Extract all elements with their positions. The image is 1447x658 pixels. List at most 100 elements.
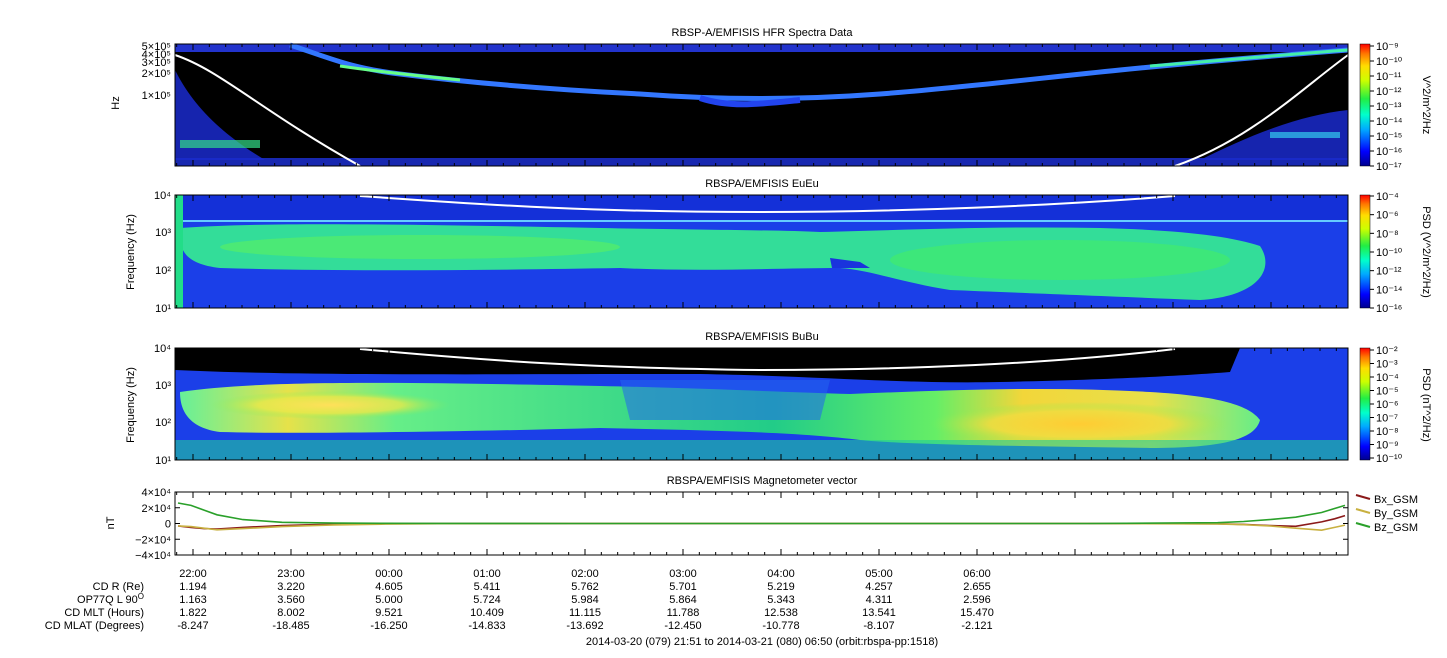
ephemeris-row-label: CD MLT (Hours) bbox=[64, 607, 144, 619]
legend-label: Bx_GSM bbox=[1374, 494, 1418, 506]
hfr-title: RBSP-A/EMFISIS HFR Spectra Data bbox=[672, 27, 854, 39]
eueu-y-tick-label: 10² bbox=[155, 265, 171, 277]
hfr-y-tick-label: 1×10⁵ bbox=[142, 90, 171, 102]
ephemeris-row-label: OP77Q L 90O bbox=[77, 592, 144, 606]
legend-swatch bbox=[1355, 508, 1371, 514]
hfr-plasma-line-left bbox=[174, 54, 361, 167]
x-tick-label: 06:00 bbox=[963, 568, 991, 580]
bubu-x-ticks bbox=[176, 348, 1337, 460]
colorbar-tick-label: 10⁻⁶ bbox=[1376, 399, 1399, 411]
colorbar-tick-label: 10⁻¹¹ bbox=[1376, 71, 1402, 83]
mag-y-tick-label: 0 bbox=[165, 519, 171, 531]
ephemeris-value: -13.692 bbox=[566, 620, 603, 632]
ephemeris-value: 10.409 bbox=[470, 607, 504, 619]
eueu-y-tick-label: 10⁴ bbox=[154, 190, 171, 202]
bubu-title: RBSPA/EMFISIS BuBu bbox=[705, 331, 819, 343]
hfr-emission-dip bbox=[699, 95, 801, 108]
x-tick-label: 03:00 bbox=[669, 568, 697, 580]
hfr-colorbar bbox=[1359, 43, 1371, 167]
ephemeris-value: 2.596 bbox=[963, 594, 991, 606]
mag-y-label: nT bbox=[105, 516, 117, 529]
bubu-colorbar-ticks: 10⁻² 10⁻³10⁻⁴ 10⁻⁵10⁻⁶ 10⁻⁷10⁻⁸ 10⁻⁹10⁻¹⁰ bbox=[1370, 345, 1403, 465]
ephemeris-value: 12.538 bbox=[764, 607, 798, 619]
ephemeris-value: 5.864 bbox=[669, 594, 697, 606]
hfr-y-tick-label: 4×10⁵ bbox=[142, 49, 171, 61]
bubu-plasma-line bbox=[359, 348, 1176, 372]
legend-label: By_GSM bbox=[1374, 508, 1418, 520]
mag-panel: RBSPA/EMFISIS Magnetometer vector 4×10⁴ 2… bbox=[105, 475, 1418, 562]
ephemeris-value: 5.724 bbox=[473, 594, 501, 606]
ephemeris-value: -10.778 bbox=[762, 620, 799, 632]
ephemeris-value: 1.194 bbox=[179, 581, 207, 593]
ephemeris-value: 3.220 bbox=[277, 581, 305, 593]
x-tick-label: 23:00 bbox=[277, 568, 305, 580]
ephemeris-value: -8.247 bbox=[177, 620, 208, 632]
colorbar-tick-label: 10⁻⁶ bbox=[1376, 210, 1399, 222]
colorbar-tick-label: 10⁻⁸ bbox=[1376, 426, 1399, 438]
ephemeris-table: CD R (Re) 1.194 3.220 4.605 5.411 5.762 5.701 5… bbox=[45, 581, 994, 632]
eueu-dip bbox=[830, 258, 870, 268]
ephemeris-row-label: CD MLAT (Degrees) bbox=[45, 620, 144, 632]
x-tick-label: 00:00 bbox=[375, 568, 403, 580]
ephemeris-value: 15.470 bbox=[960, 607, 994, 619]
colorbar-tick-label: 10⁻¹⁵ bbox=[1376, 131, 1402, 143]
eueu-plasma-line bbox=[359, 195, 1176, 214]
hfr-emission-bright-1 bbox=[339, 64, 461, 82]
ephemeris-value: 4.311 bbox=[866, 594, 893, 606]
x-tick-label: 02:00 bbox=[571, 568, 599, 580]
eueu-wave-core-1 bbox=[220, 235, 620, 259]
colorbar-tick-label: 10⁻¹⁷ bbox=[1376, 161, 1402, 173]
colorbar-tick-label: 10⁻¹⁴ bbox=[1376, 116, 1403, 128]
hfr-emission-bright-2 bbox=[1149, 48, 1349, 68]
colorbar-tick-label: 10⁻¹⁰ bbox=[1376, 247, 1403, 259]
mag-y-tick-label: 2×10⁴ bbox=[141, 503, 171, 515]
hfr-bottom-band bbox=[175, 158, 1348, 166]
colorbar-tick-label: 10⁻¹⁰ bbox=[1376, 56, 1403, 68]
ephemeris-value: -16.250 bbox=[370, 620, 407, 632]
x-tick-label: 01:00 bbox=[473, 568, 501, 580]
x-tick-label: 04:00 bbox=[767, 568, 795, 580]
bubu-hot-spot-2 bbox=[930, 402, 1230, 446]
ephemeris-value: 5.000 bbox=[375, 594, 403, 606]
ephemeris-value: 11.788 bbox=[667, 607, 700, 619]
ephemeris-value: 8.002 bbox=[277, 607, 305, 619]
mag-y-tick-label: −2×10⁴ bbox=[135, 534, 171, 546]
eueu-colorbar-ticks: 10⁻⁴ 10⁻⁶ 10⁻⁸ 10⁻¹⁰ 10⁻¹² 10⁻¹⁴ 10⁻¹⁶ bbox=[1370, 191, 1403, 315]
x-tick-label: 22:00 bbox=[179, 568, 207, 580]
hfr-y-tick-label: 2×10⁵ bbox=[142, 68, 171, 80]
legend-swatch bbox=[1355, 494, 1371, 500]
legend-swatch bbox=[1355, 522, 1371, 528]
bubu-colorbar bbox=[1359, 347, 1371, 461]
mag-legend: Bx_GSM By_GSM Bz_GSM bbox=[1355, 494, 1418, 534]
colorbar-tick-label: 10⁻⁴ bbox=[1376, 372, 1399, 384]
ephemeris-value: 5.984 bbox=[571, 594, 599, 606]
ephemeris-value: 5.762 bbox=[571, 581, 599, 593]
bubu-y-tick-label: 10⁴ bbox=[154, 343, 171, 355]
bubu-y-tick-label: 10¹ bbox=[155, 455, 171, 467]
ephemeris-row-label-sup: O bbox=[138, 592, 144, 601]
bubu-hot-spot-1 bbox=[210, 391, 450, 419]
ephemeris-value: -12.450 bbox=[664, 620, 701, 632]
colorbar-tick-label: 10⁻¹⁰ bbox=[1376, 453, 1403, 465]
hfr-colorbar-ticks: 10⁻⁹ 10⁻¹⁰ 10⁻¹¹ 10⁻¹² 10⁻¹³ 10⁻¹⁴ 10⁻¹⁵ 10⁻¹⁶ 1… bbox=[1370, 41, 1403, 173]
bubu-y-tick-label: 10² bbox=[155, 417, 171, 429]
ephemeris-row-label: CD R (Re) bbox=[93, 581, 144, 593]
ephemeris-value: 5.343 bbox=[767, 594, 795, 606]
colorbar-tick-label: 10⁻⁵ bbox=[1376, 386, 1399, 398]
mag-y-tick-label: 4×10⁴ bbox=[141, 487, 171, 499]
ephemeris-value: 1.163 bbox=[179, 594, 207, 606]
ephemeris-value: 13.541 bbox=[862, 607, 896, 619]
bubu-frame bbox=[174, 347, 1349, 461]
mag-y-ticks: 4×10⁴ 2×10⁴ 0 −2×10⁴ −4×10⁴ bbox=[135, 487, 1348, 562]
bubu-blue-streaks bbox=[620, 380, 830, 420]
bubu-y-tick-label: 10³ bbox=[155, 380, 171, 392]
colorbar-tick-label: 10⁻¹³ bbox=[1376, 101, 1402, 113]
hfr-left-activity bbox=[175, 70, 265, 160]
hfr-x-ticks bbox=[176, 44, 1337, 166]
ephemeris-value: -18.485 bbox=[272, 620, 309, 632]
ephemeris-value: -2.121 bbox=[961, 620, 992, 632]
x-tick-label: 05:00 bbox=[865, 568, 893, 580]
bubu-panel: RBSPA/EMFISIS BuBu 10⁴ 10³ 10² 10¹ Frequ… bbox=[125, 331, 1432, 467]
ephemeris-value: 9.521 bbox=[375, 607, 403, 619]
